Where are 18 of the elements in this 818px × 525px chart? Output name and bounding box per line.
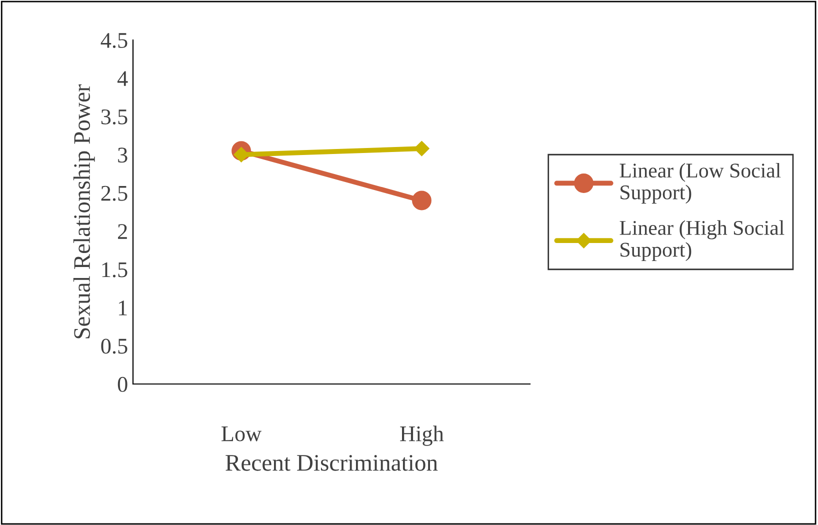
point [412, 190, 432, 210]
y-tick-label: 1 [118, 300, 127, 316]
y-tick-label: 0 [118, 376, 128, 392]
x-tick-label: High [400, 426, 444, 446]
point [414, 140, 430, 156]
y-tick-label: 3 [118, 148, 128, 163]
x-axis-title: Recent Discrimination [226, 454, 438, 471]
y-tick-label: 1.5 [102, 262, 128, 278]
y-tick-label: 4.5 [100, 33, 128, 48]
y-axis-title: Sexual Relationship Power [73, 84, 95, 338]
legend-label: Linear (Low Social Support) [620, 162, 781, 204]
y-tick-label: 2.5 [101, 186, 128, 201]
y-tick-label: 0.5 [101, 338, 128, 354]
x-tick-label: Low [222, 426, 262, 442]
y-tick-label: 3.5 [101, 109, 128, 124]
y-tick-label: 2 [118, 224, 127, 239]
legend-label: Linear (High Social Support) [620, 220, 784, 262]
y-tick-label: 4 [117, 71, 128, 86]
